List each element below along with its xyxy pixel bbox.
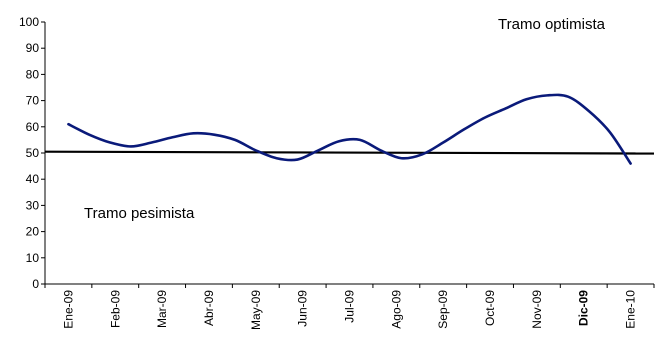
x-tick-label: Ago-09 [389, 290, 403, 329]
x-tick-label: Jul-09 [343, 290, 357, 323]
x-tick-label: Nov-09 [530, 290, 544, 329]
threshold-line [44, 150, 655, 155]
annotations: Tramo optimista Tramo pesimista [84, 16, 606, 222]
annotation-pesimista: Tramo pesimista [84, 205, 195, 222]
y-tick-label: 70 [26, 94, 40, 108]
y-tick-label: 80 [26, 67, 40, 81]
series-line-0 [67, 93, 632, 165]
y-tick-label: 20 [26, 225, 40, 239]
y-axis: 0 10 20 30 40 50 60 70 80 90 100 [19, 15, 46, 291]
x-tick-label: Mar-09 [155, 290, 169, 328]
x-tick-label: Jun-09 [296, 290, 310, 327]
y-tick-label: 30 [26, 198, 40, 212]
x-tick-label: Oct-09 [483, 290, 497, 326]
x-tick-label: Ene-10 [624, 290, 638, 329]
x-tick-label: May-09 [249, 290, 263, 330]
series-group [67, 93, 632, 165]
x-tick-label: Dic-09 [577, 290, 591, 326]
y-tick-label: 60 [26, 120, 40, 134]
y-tick-label: 0 [32, 277, 39, 291]
y-tick-label: 100 [19, 15, 39, 29]
y-tick-label: 40 [26, 172, 40, 186]
y-tick-label: 90 [26, 41, 40, 55]
x-tick-label: Abr-09 [202, 290, 216, 326]
reference-line [44, 150, 655, 155]
y-tick-label: 50 [26, 146, 40, 160]
x-axis: Ene-09 Feb-09 Mar-09 Abr-09 May-09 Jun-09 Jul-… [44, 283, 655, 330]
x-tick-label: Sep-09 [436, 290, 450, 329]
x-tick-label: Feb-09 [108, 290, 122, 328]
y-tick-label: 10 [26, 251, 40, 265]
x-tick-label: Ene-09 [61, 290, 75, 329]
annotation-optimista: Tramo optimista [498, 16, 606, 33]
